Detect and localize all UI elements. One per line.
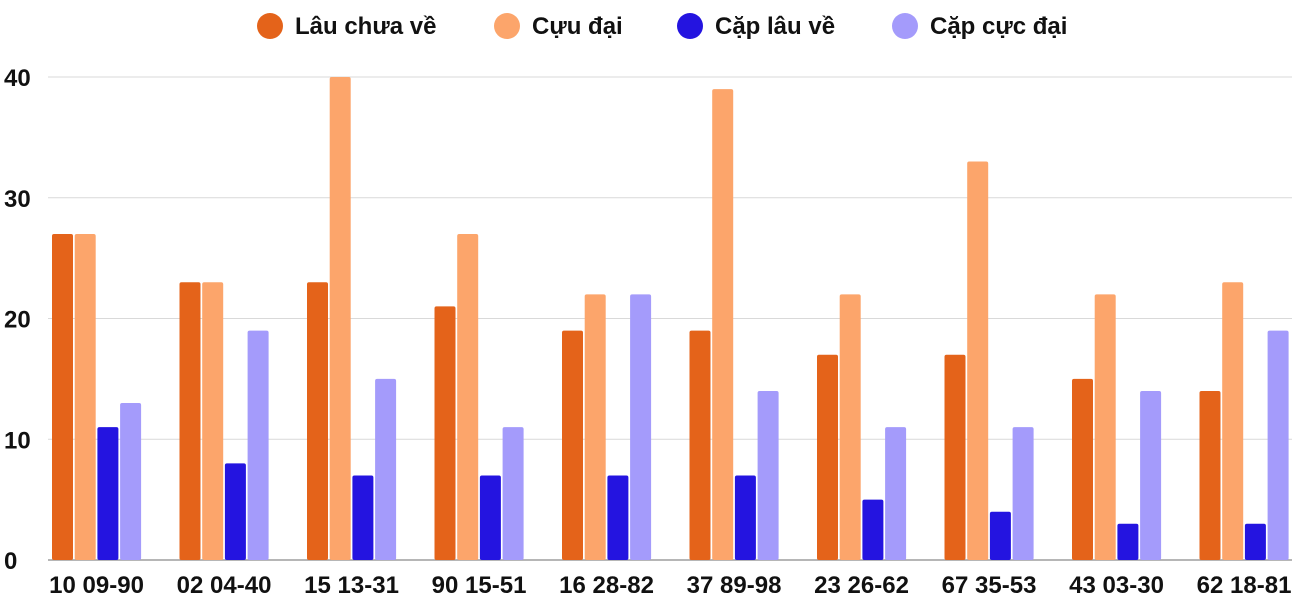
legend-label-1: Lâu chưa về: [295, 13, 436, 40]
chart-legend: Lâu chưa về Cựu đại Cặp lâu về Cặp cực đại: [257, 13, 1067, 40]
legend-marker-2: [494, 13, 520, 39]
bar-s3-67-35-53: [989, 511, 1011, 560]
bar-s4-16-28-82: [630, 294, 652, 560]
bar-s3-43-03-30: [1117, 523, 1139, 560]
bar-s3-15-13-31: [352, 475, 374, 560]
bar-s1-90-15-51: [434, 306, 456, 560]
x-tick-label-3: 15 13-31: [304, 572, 399, 599]
x-tick-label-10: 62 18-81: [1197, 572, 1292, 599]
bar-s1-43-03-30: [1072, 378, 1093, 560]
bar-s1-62-18-81: [1199, 390, 1221, 560]
bar-s1-37-89-98: [689, 330, 711, 560]
legend-marker-4: [892, 13, 918, 39]
bar-s3-37-89-98: [734, 475, 756, 560]
x-tick-label-1: 10 09-90: [49, 572, 144, 599]
bar-s4-23-26-62: [885, 427, 907, 560]
bar-s4-90-15-51: [502, 427, 524, 560]
bar-s3-02-04-40: [224, 463, 246, 560]
legend-label-2: Cựu đại: [532, 13, 623, 40]
y-tick-label-20: 20: [4, 307, 31, 334]
bar-s1-16-28-82: [562, 330, 583, 560]
bar-s3-62-18-81: [1244, 523, 1266, 560]
bar-s1-15-13-31: [307, 282, 328, 560]
bar-s4-62-18-81: [1267, 330, 1289, 560]
bar-s4-67-35-53: [1012, 427, 1034, 560]
bar-s2-16-28-82: [584, 294, 606, 560]
bar-s4-02-04-40: [247, 330, 269, 560]
bar-s3-23-26-62: [862, 499, 884, 560]
bar-s2-15-13-31: [329, 77, 351, 560]
y-tick-label-0: 0: [4, 548, 17, 575]
y-tick-label-40: 40: [4, 65, 31, 92]
bar-s2-62-18-81: [1222, 282, 1244, 560]
legend-label-3: Cặp lâu về: [715, 13, 835, 40]
bar-s1-02-04-40: [179, 282, 201, 560]
bar-s3-10-09-90: [97, 427, 119, 560]
bar-s4-37-89-98: [757, 390, 779, 560]
legend-marker-3: [677, 13, 703, 39]
bar-s2-43-03-30: [1094, 294, 1116, 560]
legend-label-4: Cặp cực đại: [930, 13, 1067, 40]
bar-s1-23-26-62: [817, 354, 838, 560]
y-tick-label-10: 10: [4, 427, 31, 454]
x-tick-label-4: 90 15-51: [432, 572, 527, 599]
bar-s2-67-35-53: [967, 161, 989, 560]
bar-s4-10-09-90: [120, 403, 142, 560]
bar-s2-23-26-62: [839, 294, 861, 560]
x-tick-label-9: 43 03-30: [1069, 572, 1164, 599]
bar-s2-37-89-98: [712, 89, 734, 560]
bar-s4-43-03-30: [1140, 390, 1162, 560]
y-axis-ticks: 0 10 20 30 40: [4, 65, 31, 575]
x-tick-label-2: 02 04-40: [177, 572, 272, 599]
bar-s3-90-15-51: [479, 475, 501, 560]
bar-s1-67-35-53: [944, 354, 966, 560]
bar-s3-16-28-82: [607, 475, 629, 560]
y-tick-label-30: 30: [4, 186, 31, 213]
x-tick-label-5: 16 28-82: [559, 572, 654, 599]
bar-series: [52, 77, 1289, 560]
bar-s2-02-04-40: [202, 282, 224, 560]
bar-s4-15-13-31: [375, 378, 397, 560]
legend-marker-1: [257, 13, 283, 39]
bar-s1-10-09-90: [52, 233, 73, 560]
bar-s2-90-15-51: [457, 233, 479, 560]
x-tick-label-8: 67 35-53: [942, 572, 1037, 599]
x-axis-ticks: 10 09-90 02 04-40 15 13-31 90 15-51 16 28-82…: [49, 572, 1291, 599]
bar-s2-10-09-90: [74, 233, 96, 560]
x-tick-label-6: 37 89-98: [687, 572, 782, 599]
x-tick-label-7: 23 26-62: [814, 572, 909, 599]
